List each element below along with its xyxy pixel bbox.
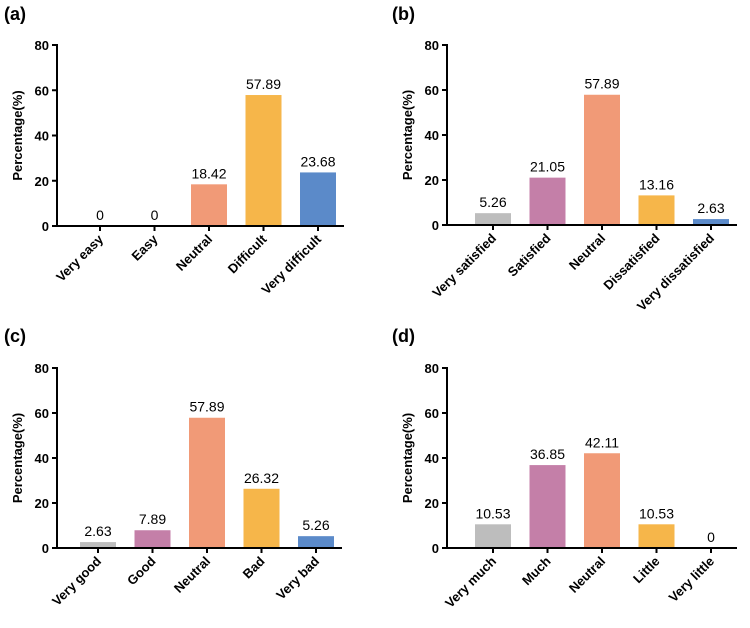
- data-label: 0: [96, 207, 104, 223]
- bar: [475, 213, 511, 225]
- x-tick-label: Very satisfied: [429, 230, 499, 300]
- y-tick-label: 0: [42, 541, 49, 556]
- bar: [300, 172, 336, 226]
- y-axis-title: Percentage(%): [10, 90, 25, 180]
- y-tick-label: 60: [35, 83, 49, 98]
- y-axis-title: Percentage(%): [400, 413, 415, 503]
- y-tick-label: 0: [432, 541, 439, 556]
- x-tick-label: Neutral: [173, 232, 215, 274]
- y-tick-label: 20: [35, 174, 49, 189]
- y-tick-label: 80: [425, 38, 439, 53]
- data-label: 2.63: [697, 200, 724, 216]
- chart-panel: (d) Percentage(%) 10.53 Very much 36.85 Much 4…: [392, 326, 737, 611]
- bar: [298, 536, 334, 548]
- data-label: 13.16: [639, 176, 674, 192]
- data-label: 57.89: [246, 76, 281, 92]
- chart-panel: (a) Percentage(%) 0 Very easy 0 Easy 18.42 Neut…: [4, 4, 344, 297]
- bar: [529, 177, 566, 225]
- y-tick-label: 20: [35, 496, 49, 511]
- panel-label: (d): [392, 326, 415, 346]
- bar: [243, 488, 280, 548]
- x-tick-label: Bad: [240, 553, 268, 581]
- data-label: 10.53: [475, 505, 510, 521]
- x-tick-label: Difficult: [225, 231, 270, 276]
- panel-label: (c): [4, 326, 26, 346]
- chart-panel: (c) Percentage(%) 2.63 Very good 7.89 Good 57.…: [4, 326, 342, 609]
- bar: [638, 524, 675, 548]
- data-label: 57.89: [584, 76, 619, 92]
- panel-label: (b): [392, 4, 415, 24]
- data-label: 10.53: [639, 505, 674, 521]
- y-tick-label: 20: [425, 496, 439, 511]
- bar: [475, 524, 511, 548]
- bar: [584, 453, 620, 548]
- data-label: 18.42: [191, 165, 226, 181]
- x-tick-label: Neutral: [566, 554, 608, 596]
- x-tick-label: Neutral: [566, 231, 608, 273]
- bar: [80, 542, 116, 548]
- bar: [134, 530, 171, 548]
- data-label: 26.32: [244, 470, 279, 486]
- x-tick-label: Satisfied: [505, 230, 554, 279]
- x-tick-label: Good: [124, 553, 159, 588]
- bar: [245, 95, 282, 227]
- x-tick-label: Very good: [49, 553, 104, 608]
- data-label: 23.68: [300, 153, 335, 169]
- x-tick-label: Little: [630, 554, 663, 587]
- y-tick-label: 40: [425, 128, 439, 143]
- x-tick-label: Much: [519, 553, 554, 588]
- y-tick-label: 60: [425, 406, 439, 421]
- y-tick-label: 80: [35, 38, 49, 53]
- data-label: 2.63: [84, 523, 111, 539]
- y-axis-title: Percentage(%): [10, 413, 25, 503]
- data-label: 21.05: [530, 159, 565, 175]
- data-label: 36.85: [530, 446, 565, 462]
- bar: [638, 195, 675, 225]
- x-tick-label: Very bad: [273, 553, 322, 602]
- y-tick-label: 60: [35, 406, 49, 421]
- data-label: 57.89: [189, 399, 224, 415]
- data-label: 42.11: [585, 434, 619, 450]
- data-label: 5.26: [302, 517, 329, 533]
- bar: [584, 94, 620, 225]
- y-tick-label: 80: [425, 361, 439, 376]
- x-tick-label: Easy: [129, 231, 162, 264]
- x-tick-label: Very much: [442, 553, 499, 610]
- y-tick-label: 40: [35, 129, 49, 144]
- data-label: 7.89: [139, 511, 166, 527]
- x-tick-label: Very little: [666, 554, 717, 605]
- panel-label: (a): [4, 4, 26, 24]
- y-tick-label: 40: [425, 451, 439, 466]
- data-label: 0: [707, 529, 715, 545]
- y-tick-label: 40: [35, 451, 49, 466]
- y-axis-title: Percentage(%): [400, 90, 415, 180]
- chart-panel: (b) Percentage(%) 5.26 Very satisfied 21.05 S…: [392, 4, 737, 314]
- bar: [693, 219, 729, 225]
- y-tick-label: 60: [425, 83, 439, 98]
- bar: [529, 465, 566, 548]
- bar: [189, 417, 225, 548]
- bar: [191, 184, 227, 226]
- y-tick-label: 0: [42, 219, 49, 234]
- data-label: 0: [151, 207, 159, 223]
- data-label: 5.26: [479, 194, 506, 210]
- y-tick-label: 20: [425, 173, 439, 188]
- x-tick-label: Very easy: [53, 231, 107, 285]
- y-tick-label: 80: [35, 361, 49, 376]
- x-tick-label: Neutral: [171, 554, 213, 596]
- y-tick-label: 0: [432, 218, 439, 233]
